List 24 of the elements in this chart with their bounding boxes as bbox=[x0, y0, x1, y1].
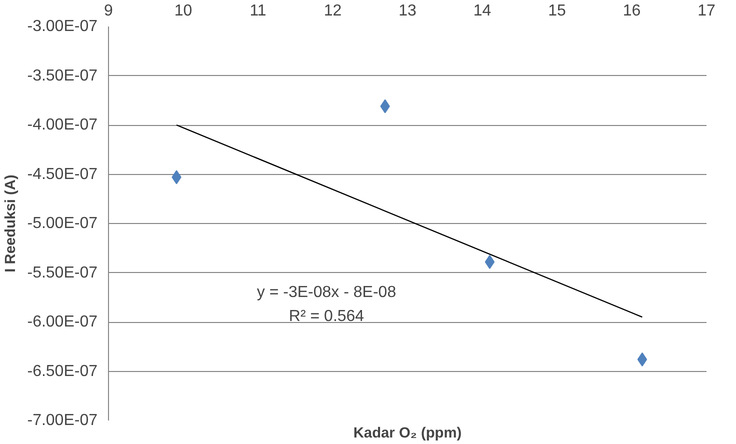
y-tick-label: -5.50E-07 bbox=[27, 264, 98, 282]
x-tick-label: 10 bbox=[174, 2, 192, 20]
y-tick-label: -7.00E-07 bbox=[27, 412, 98, 429]
y-tick-label: -6.50E-07 bbox=[27, 362, 98, 380]
y-tick-label: -3.00E-07 bbox=[27, 18, 98, 35]
point bbox=[637, 352, 648, 366]
y-tick-label: -6.00E-07 bbox=[27, 314, 98, 330]
x-tick-label: 14 bbox=[473, 2, 492, 20]
annotation: R² = 0.564 bbox=[288, 308, 364, 325]
x-tick-label: 12 bbox=[324, 2, 342, 20]
x-tick-label: 11 bbox=[250, 2, 266, 20]
x-tick-label: 13 bbox=[398, 2, 416, 20]
x-tick-label: 16 bbox=[622, 2, 641, 20]
y-axis-title: I Reeduksi (A) bbox=[3, 174, 20, 272]
x-tick-label: 17 bbox=[698, 2, 716, 20]
point bbox=[484, 254, 495, 269]
y-tick-label: -5.00E-07 bbox=[27, 215, 98, 232]
y-tick-label: -4.00E-07 bbox=[27, 116, 98, 134]
y-tick-label: -3.50E-07 bbox=[27, 67, 98, 84]
x-tick-label: 9 bbox=[104, 2, 114, 20]
x-tick-label: 15 bbox=[548, 2, 566, 20]
annotation: y = -3E-08x - 8E-08 bbox=[256, 284, 396, 301]
y-tick-label: -4.50E-07 bbox=[27, 166, 98, 183]
x-axis-title: Kadar O₂ (ppm) bbox=[353, 426, 462, 442]
